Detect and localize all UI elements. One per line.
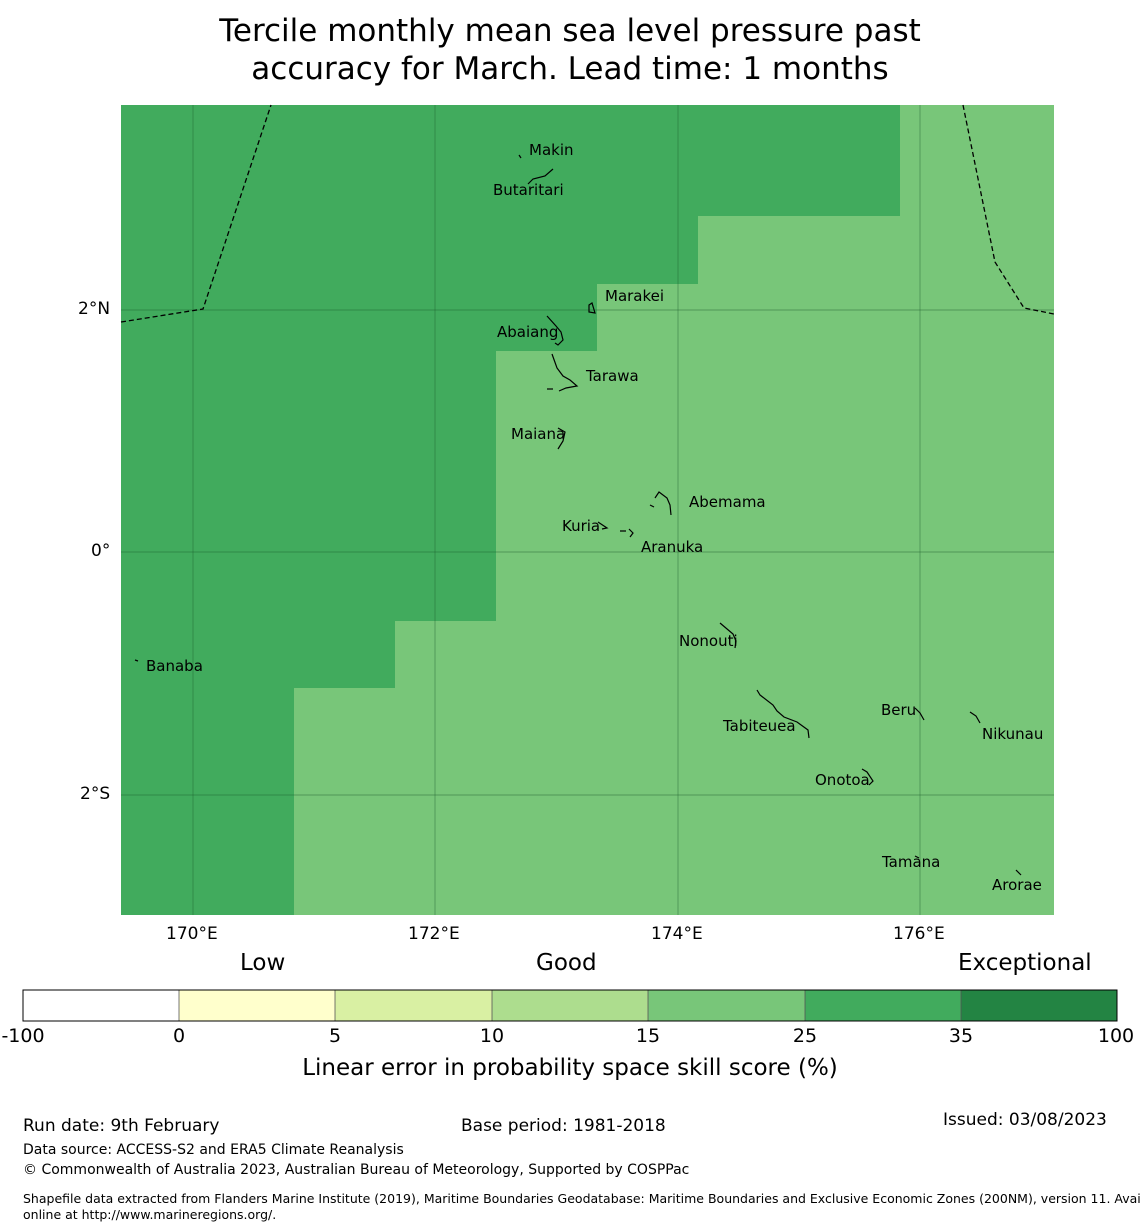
shapefile-credit-line2: online at http://www.marineregions.org/. (23, 1207, 277, 1222)
chart-title-line1: Tercile monthly mean sea level pressure … (219, 13, 921, 49)
colorbar (22, 989, 1118, 1022)
colorbar-segment-6 (805, 990, 961, 1021)
place-label-marakei: Marakei (605, 287, 665, 305)
place-label-banaba: Banaba (146, 657, 203, 675)
island-tamana (914, 855, 920, 859)
place-label-butaritari: Butaritari (493, 181, 564, 199)
island-maiana (557, 427, 566, 450)
island-tabiteuea (756, 689, 810, 739)
colorbar-segment-1 (23, 990, 179, 1021)
lon-label-172e: 172°E (408, 924, 460, 944)
colorbar-segment-3 (335, 990, 492, 1021)
island-abemama-s (649, 504, 655, 508)
place-label-tarawa: Tarawa (586, 367, 639, 385)
island-marakei (588, 302, 596, 314)
island-onotoa (861, 768, 874, 786)
island-abaiang (546, 315, 564, 346)
legend-category-exceptional: Exceptional (958, 950, 1092, 976)
region-east (294, 105, 1054, 915)
place-label-nikunau: Nikunau (982, 725, 1044, 743)
legend-category-good: Good (536, 950, 597, 976)
copyright: © Commonwealth of Australia 2023, Austra… (23, 1162, 690, 1178)
island-abemama (654, 491, 672, 516)
colorbar-tick-0: 0 (172, 1025, 186, 1047)
place-label-abemama: Abemama (689, 493, 766, 511)
colorbar-tick-5: 5 (328, 1025, 342, 1047)
island-arorae (1015, 869, 1022, 876)
colorbar-label: Linear error in probability space skill … (302, 1055, 838, 1081)
place-label-tabiteuea: Tabiteuea (723, 717, 796, 735)
lat-label-2s: 2°S (80, 784, 111, 804)
colorbar-tick-15: 15 (635, 1025, 661, 1047)
island-beru (914, 707, 925, 721)
place-label-makin: Makin (529, 141, 574, 159)
legend-category-low: Low (240, 950, 286, 976)
place-label-aranuka: Aranuka (641, 538, 704, 556)
colorbar-tick-10: 10 (479, 1025, 505, 1047)
colorbar-segment-4 (492, 990, 648, 1021)
island-outlines (134, 154, 1022, 876)
place-label-onotoa: Onotoa (815, 771, 870, 789)
issued-date: Issued: 03/08/2023 (943, 1110, 1107, 1130)
colorbar-tick-25: 25 (792, 1025, 818, 1047)
lon-label-174e: 174°E (651, 924, 703, 944)
chart-title-line2: accuracy for March. Lead time: 1 months (251, 51, 889, 87)
run-date: Run date: 9th February (23, 1116, 220, 1136)
eez-boundary (120, 104, 1055, 323)
place-label-arorae: Arorae (992, 876, 1042, 894)
lon-label-176e: 176°E (893, 924, 945, 944)
lat-label-0: 0° (91, 541, 111, 561)
island-nonouti (719, 622, 737, 649)
island-tarawa (551, 353, 579, 392)
place-label-nonouti: Nonouti (679, 632, 738, 650)
island-aranuka (620, 528, 634, 538)
colorbar-tick-100: 100 (1097, 1025, 1135, 1047)
colorbar-frame (22, 989, 1118, 1022)
island-banaba (134, 659, 139, 662)
island-kuria (597, 521, 609, 530)
island-nikunau (969, 711, 981, 724)
island-makin (518, 154, 522, 159)
colorbar-segment-2 (179, 990, 335, 1021)
place-label-beru: Beru (881, 701, 917, 719)
colorbar-tick-35: 35 (948, 1025, 974, 1047)
gridlines (121, 105, 1054, 915)
colorbar-segment-5 (648, 990, 805, 1021)
island-butaritari (527, 168, 554, 185)
colorbar-segment-7 (961, 990, 1117, 1021)
base-period: Base period: 1981-2018 (461, 1116, 666, 1136)
lat-label-2n: 2°N (78, 299, 111, 319)
place-label-maiana: Maiana (511, 425, 566, 443)
shapefile-credit-line1: Shapefile data extracted from Flanders M… (23, 1191, 1140, 1206)
lon-label-170e: 170°E (166, 924, 218, 944)
place-label-abaiang: Abaiang (497, 323, 559, 341)
place-label-kuria: Kuria (562, 517, 601, 535)
place-label-tamana: Tamana (882, 853, 941, 871)
colorbar-tick-m100: -100 (1, 1025, 45, 1047)
data-source: Data source: ACCESS-S2 and ERA5 Climate … (23, 1142, 404, 1158)
